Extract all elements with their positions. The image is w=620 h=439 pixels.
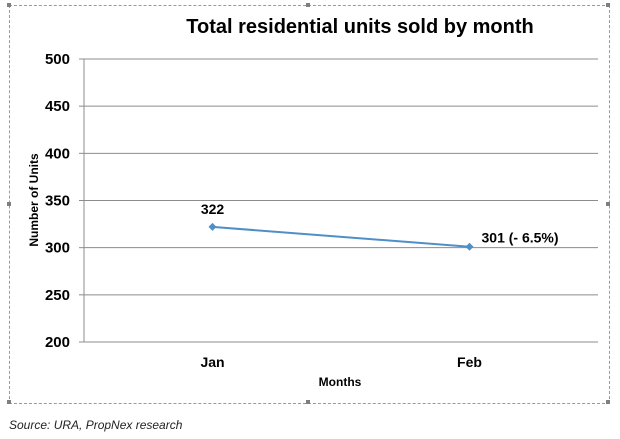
series-0-line	[212, 225, 470, 248]
data-point-jan	[208, 222, 217, 231]
y-tick-label-250: 250	[45, 287, 70, 304]
y-tick-label-400: 400	[45, 145, 70, 162]
source-note: Source: URA, PropNex research	[9, 418, 183, 432]
frame-handle-bottom-left[interactable]	[7, 400, 11, 404]
y-tick-label-300: 300	[45, 240, 70, 257]
y-tick-label-500: 500	[45, 51, 70, 68]
x-tick-label-feb: Feb	[457, 354, 482, 370]
y-tick-label-200: 200	[45, 334, 70, 351]
data-label-jan: 322	[201, 201, 225, 217]
series-layer: 322 301 (- 6.5%)	[201, 201, 559, 251]
grid-lines	[79, 58, 598, 343]
x-axis-tick-labels: Jan Feb	[200, 354, 482, 370]
chart-title: Total residential units sold by month	[186, 16, 533, 38]
data-label-feb: 301 (- 6.5%)	[482, 230, 559, 246]
frame-handle-top-middle[interactable]	[306, 3, 310, 7]
frame-handle-top-left[interactable]	[7, 3, 11, 7]
frame-handle-top-right[interactable]	[606, 3, 610, 7]
x-axis-title: Months	[319, 375, 362, 389]
line-chart: Total residential units sold by month 20…	[27, 16, 598, 389]
frame-handle-middle-left[interactable]	[7, 202, 11, 206]
y-axis-tick-labels: 200 250 300 350 400 450 500	[45, 51, 70, 351]
y-tick-label-450: 450	[45, 98, 70, 115]
frame-handle-middle-right[interactable]	[606, 202, 610, 206]
y-tick-label-350: 350	[45, 193, 70, 210]
frame-handle-bottom-right[interactable]	[606, 400, 610, 404]
frame-handle-bottom-middle[interactable]	[306, 400, 310, 404]
data-point-feb	[465, 242, 474, 251]
x-tick-label-jan: Jan	[200, 354, 224, 370]
chart-frame	[7, 3, 610, 404]
y-axis-title: Number of Units	[27, 153, 41, 247]
